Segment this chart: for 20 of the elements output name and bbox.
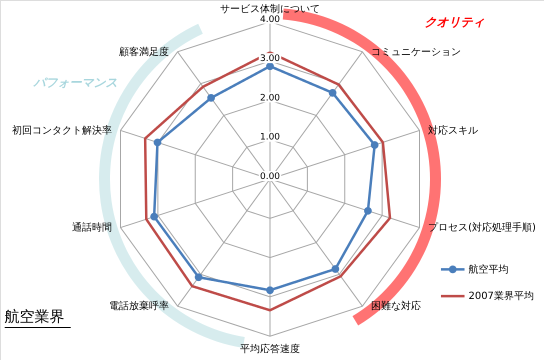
legend-label: 2007業界平均 — [468, 290, 534, 302]
text: パフォーマンス — [32, 76, 118, 90]
spoke-label: プロセス(対応処理手順) — [428, 222, 536, 234]
spoke-label: 困難な対応 — [371, 300, 422, 312]
spoke-label: 対応スキル — [428, 124, 478, 136]
text: クオリティ — [424, 14, 485, 29]
y-tick-label: 3.00 — [260, 54, 280, 64]
spoke-label: サービス体制について — [220, 2, 320, 15]
spoke-label: 初回コンタクト解決率 — [12, 124, 112, 136]
text: 航空業界 — [4, 307, 65, 326]
spoke-label: 顧客満足度 — [118, 46, 169, 58]
legend-label: 航空平均 — [468, 263, 508, 276]
y-tick-label: 1.00 — [260, 132, 280, 143]
spoke-label: 電話放棄呼率 — [108, 300, 169, 312]
spoke-label: コミュニケーション — [371, 46, 462, 58]
spoke-label: 通話時間 — [72, 222, 112, 234]
y-tick-label: 4.00 — [260, 14, 280, 25]
spoke-label: 平均応答速度 — [240, 343, 300, 356]
y-tick-label: 2.00 — [260, 93, 280, 104]
y-tick-label: 0.00 — [260, 172, 280, 182]
